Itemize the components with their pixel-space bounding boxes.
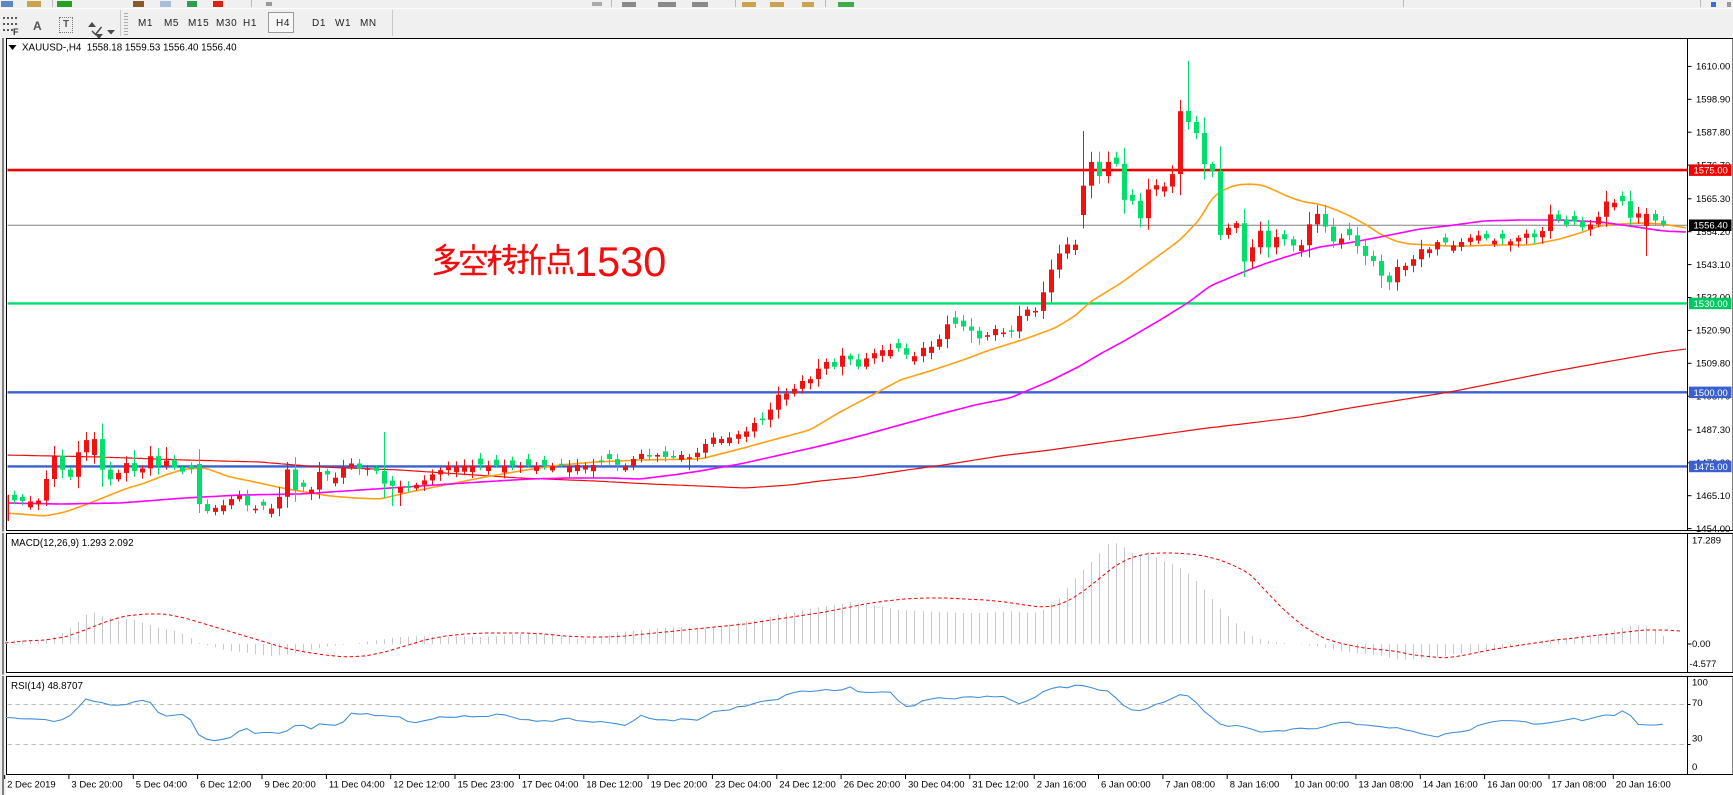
svg-text:18 Dec 12:00: 18 Dec 12:00 xyxy=(586,780,643,791)
svg-text:16 Jan 00:00: 16 Jan 00:00 xyxy=(1487,780,1542,791)
svg-text:17.289: 17.289 xyxy=(1692,536,1721,547)
svg-text:1475.00: 1475.00 xyxy=(1694,462,1728,473)
svg-text:24 Dec 12:00: 24 Dec 12:00 xyxy=(779,780,836,791)
svg-text:1530.00: 1530.00 xyxy=(1694,299,1728,310)
svg-text:14 Jan 16:00: 14 Jan 16:00 xyxy=(1423,780,1478,791)
svg-text:1509.80: 1509.80 xyxy=(1696,359,1730,370)
svg-text:2 Dec 2019: 2 Dec 2019 xyxy=(7,780,56,791)
svg-text:1556.40: 1556.40 xyxy=(1694,221,1728,232)
svg-text:70: 70 xyxy=(1692,698,1703,709)
svg-text:1565.30: 1565.30 xyxy=(1696,194,1730,205)
svg-text:1454.00: 1454.00 xyxy=(1696,524,1730,535)
svg-text:30 Dec 04:00: 30 Dec 04:00 xyxy=(908,780,965,791)
svg-text:17 Jan 08:00: 17 Jan 08:00 xyxy=(1552,780,1607,791)
svg-text:1554.20: 1554.20 xyxy=(1696,227,1730,238)
svg-text:17 Dec 04:00: 17 Dec 04:00 xyxy=(522,780,579,791)
svg-text:0.00: 0.00 xyxy=(1692,639,1711,650)
svg-text:1610.00: 1610.00 xyxy=(1696,62,1730,73)
svg-text:26 Dec 20:00: 26 Dec 20:00 xyxy=(844,780,901,791)
svg-text:F: F xyxy=(13,27,19,36)
svg-text:7 Jan 08:00: 7 Jan 08:00 xyxy=(1165,780,1215,791)
svg-text:MACD(12,26,9) 1.293 2.092: MACD(12,26,9) 1.293 2.092 xyxy=(11,538,134,549)
svg-text:XAUUSD-,H4 1558.18 1559.53 15: XAUUSD-,H4 1558.18 1559.53 1556.40 1556.… xyxy=(22,43,237,54)
svg-text:1575.00: 1575.00 xyxy=(1694,166,1728,177)
svg-text:8 Jan 16:00: 8 Jan 16:00 xyxy=(1230,780,1280,791)
svg-text:5 Dec 04:00: 5 Dec 04:00 xyxy=(136,780,187,791)
svg-text:0: 0 xyxy=(1692,762,1697,773)
svg-text:23 Dec 04:00: 23 Dec 04:00 xyxy=(715,780,772,791)
svg-text:12 Dec 12:00: 12 Dec 12:00 xyxy=(393,780,450,791)
svg-text:20 Jan 16:00: 20 Jan 16:00 xyxy=(1616,780,1671,791)
svg-text:6 Jan 00:00: 6 Jan 00:00 xyxy=(1101,780,1151,791)
svg-text:RSI(14) 48.8707: RSI(14) 48.8707 xyxy=(11,681,83,692)
svg-text:100: 100 xyxy=(1692,678,1708,689)
svg-text:1465.10: 1465.10 xyxy=(1696,491,1730,502)
svg-text:2 Jan 16:00: 2 Jan 16:00 xyxy=(1037,780,1087,791)
svg-text:11 Dec 04:00: 11 Dec 04:00 xyxy=(329,780,385,791)
svg-text:1543.10: 1543.10 xyxy=(1696,260,1730,271)
svg-text:1598.90: 1598.90 xyxy=(1696,95,1730,106)
svg-text:-4.577: -4.577 xyxy=(1690,659,1717,670)
svg-text:1530: 1530 xyxy=(574,238,666,285)
svg-text:1487.30: 1487.30 xyxy=(1696,425,1730,436)
svg-text:30: 30 xyxy=(1692,734,1703,745)
svg-text:10 Jan 00:00: 10 Jan 00:00 xyxy=(1294,780,1349,791)
svg-text:31 Dec 12:00: 31 Dec 12:00 xyxy=(972,780,1029,791)
svg-text:13 Jan 08:00: 13 Jan 08:00 xyxy=(1358,780,1413,791)
svg-text:1520.90: 1520.90 xyxy=(1696,326,1730,337)
svg-text:9 Dec 20:00: 9 Dec 20:00 xyxy=(265,780,316,791)
svg-text:3 Dec 20:00: 3 Dec 20:00 xyxy=(71,780,122,791)
svg-text:15 Dec 23:00: 15 Dec 23:00 xyxy=(458,780,515,791)
svg-text:1587.80: 1587.80 xyxy=(1696,127,1730,138)
svg-text:1500.00: 1500.00 xyxy=(1694,388,1728,399)
svg-text:19 Dec 20:00: 19 Dec 20:00 xyxy=(651,780,708,791)
svg-text:6 Dec 12:00: 6 Dec 12:00 xyxy=(200,780,251,791)
